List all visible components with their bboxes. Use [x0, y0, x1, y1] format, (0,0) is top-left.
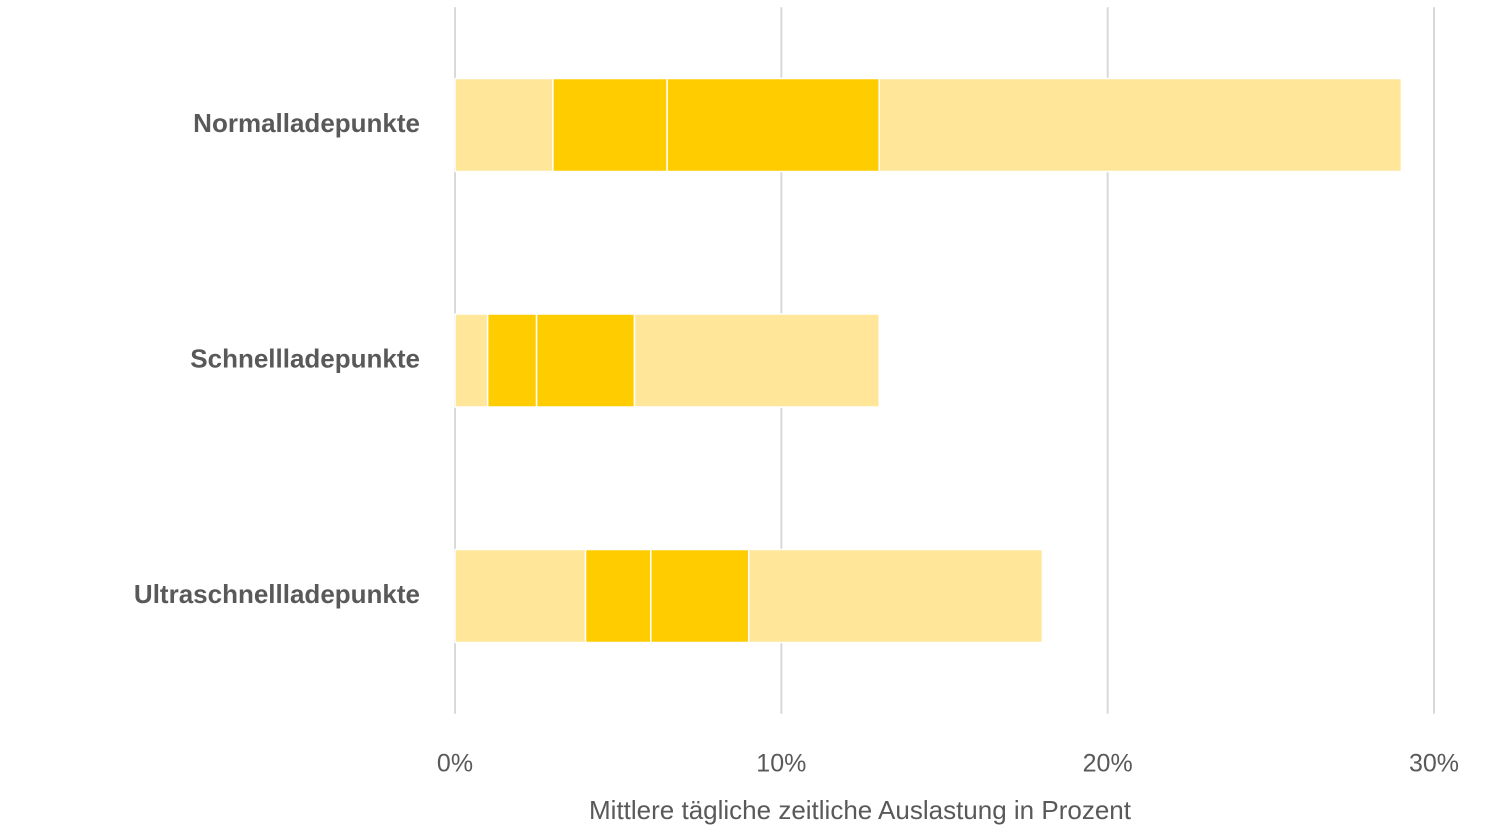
x-tick-label: 10% — [756, 750, 806, 778]
bar-segment — [552, 77, 668, 173]
bar-segment — [650, 548, 750, 644]
bar-segment — [454, 313, 489, 408]
x-tick-label: 20% — [1083, 750, 1133, 778]
bar-segment — [486, 313, 538, 408]
bar-segment — [747, 548, 1044, 644]
x-axis-title: Mittlere tägliche zeitliche Auslastung i… — [589, 795, 1132, 825]
bar-segment — [454, 77, 554, 173]
bar-segment — [535, 313, 636, 408]
bar-segment — [584, 548, 652, 644]
category-label: Normalladepunkte — [193, 108, 420, 138]
category-label: Ultraschnellladepunkte — [134, 579, 420, 609]
bar-segment — [878, 77, 1403, 173]
bar-segment — [666, 77, 880, 173]
x-tick-label: 30% — [1409, 750, 1459, 778]
bar-segment — [454, 548, 587, 644]
x-tick-label: 0% — [437, 750, 473, 778]
category-label: Schnellladepunkte — [190, 343, 420, 373]
bar-segment — [633, 313, 880, 408]
